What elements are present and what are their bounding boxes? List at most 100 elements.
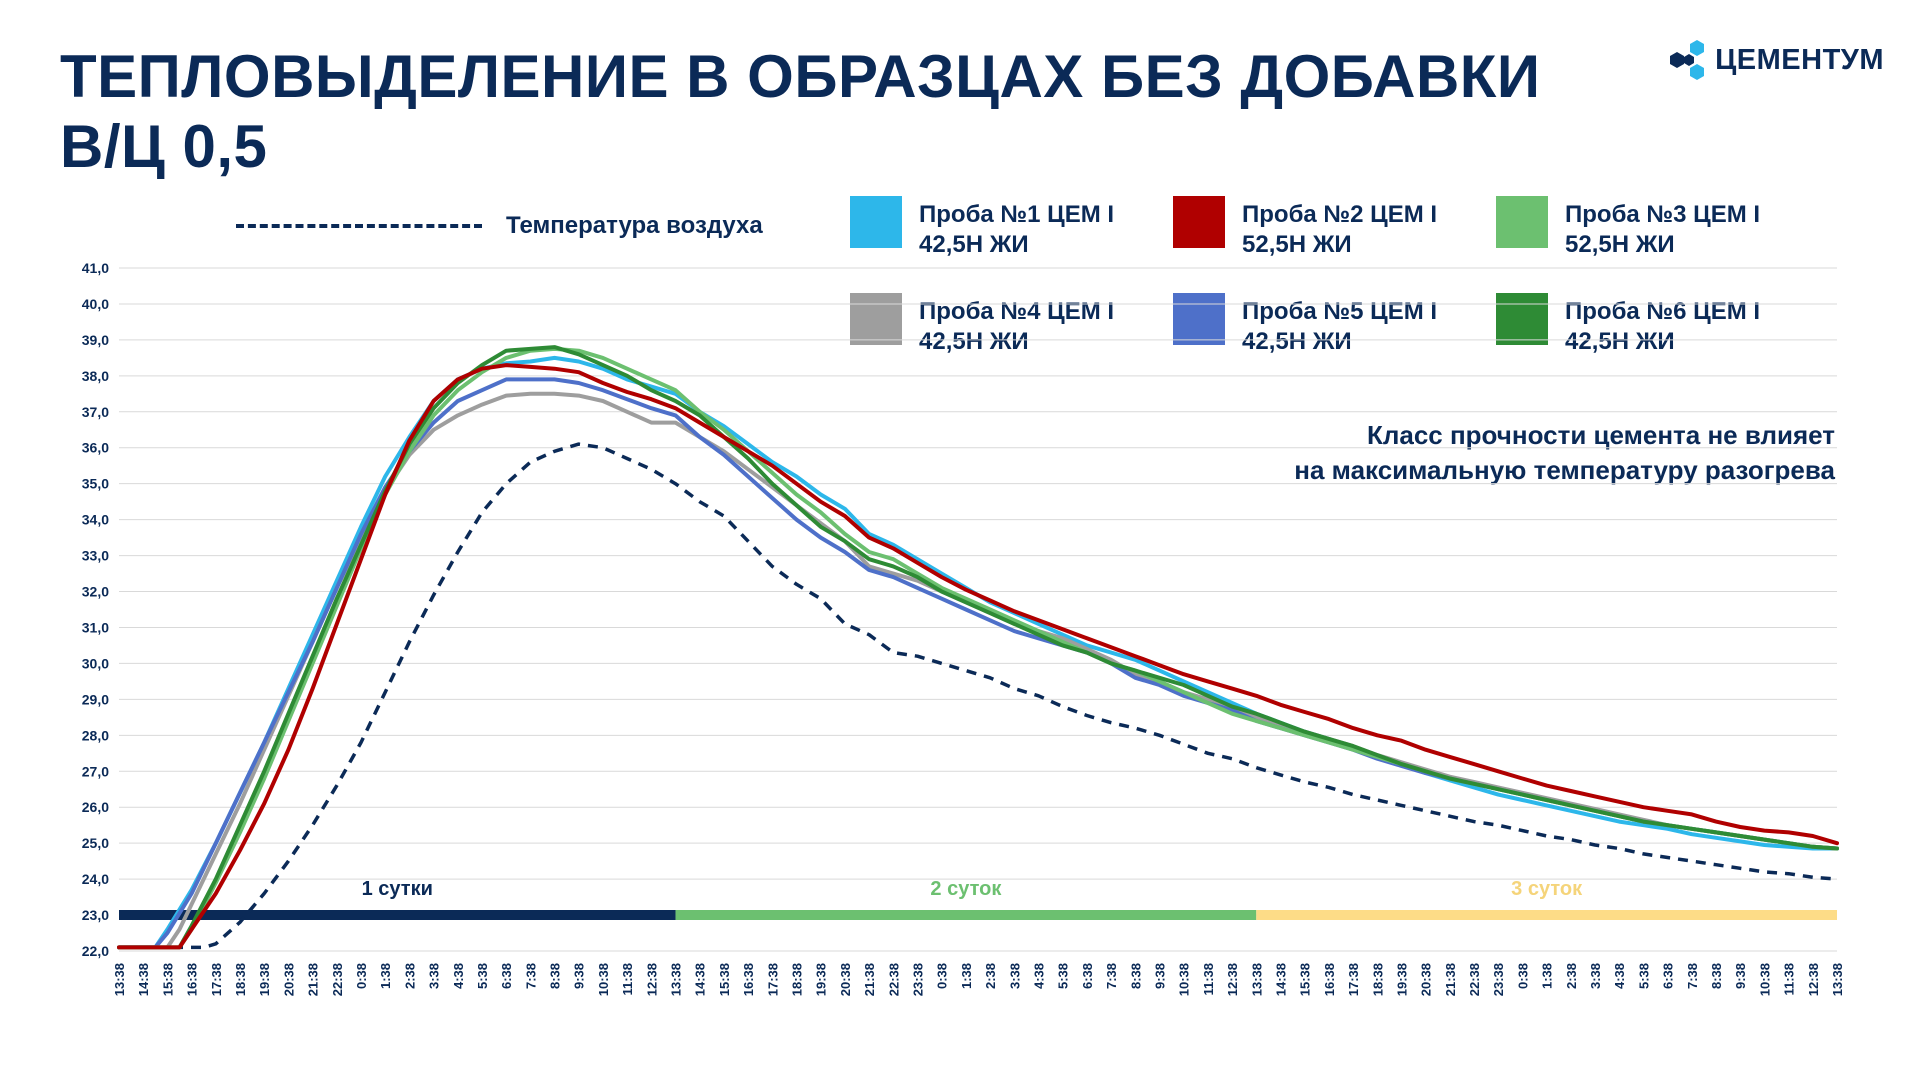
y-tick-label: 41,0: [82, 260, 109, 276]
legend-label-line1: Проба №3 ЦЕМ I: [1565, 201, 1761, 228]
x-tick-label: 21:38: [1443, 963, 1458, 996]
legend-swatch-sample-5: [1173, 293, 1225, 345]
y-tick-label: 22,0: [82, 943, 109, 959]
x-tick-label: 13:38: [669, 963, 684, 996]
legend-item-sample-3: Проба №3 ЦЕМ I 52,5Н ЖИ: [1496, 196, 1795, 260]
y-tick-label: 37,0: [82, 404, 109, 420]
legend-label-line2: 52,5Н ЖИ: [1242, 231, 1352, 258]
legend-swatch-sample-1: [850, 196, 902, 248]
x-tick-label: 2:38: [983, 963, 998, 989]
x-tick-label: 10:38: [596, 963, 611, 996]
x-tick-label: 10:38: [1757, 963, 1772, 996]
x-tick-label: 13:38: [1249, 963, 1264, 996]
x-tick-label: 9:38: [1152, 963, 1167, 989]
legend-air-temperature: Температура воздуха: [236, 212, 763, 240]
y-tick-label: 40,0: [82, 296, 109, 312]
x-tick-label: 20:38: [838, 963, 853, 996]
legend-item-sample-4: Проба №4 ЦЕМ I 42,5Н ЖИ: [850, 293, 1149, 357]
logo-text: ЦЕМЕНТУМ: [1715, 43, 1884, 76]
legend-label-sample-2: Проба №2 ЦЕМ I 52,5Н ЖИ: [1242, 196, 1472, 260]
y-tick-label: 32,0: [82, 584, 109, 600]
x-tick-label: 22:38: [1467, 963, 1482, 996]
legend-swatch-sample-6: [1496, 293, 1548, 345]
legend-swatch-sample-4: [850, 293, 902, 345]
x-tick-label: 21:38: [862, 963, 877, 996]
legend-item-sample-6: Проба №6 ЦЕМ I 42,5Н ЖИ: [1496, 293, 1795, 357]
period-label: 1 сутки: [362, 878, 433, 900]
x-tick-label: 3:38: [1588, 963, 1603, 989]
x-tick-label: 21:38: [306, 963, 321, 996]
period-label: 2 суток: [930, 878, 1002, 900]
legend-label-line1: Проба №6 ЦЕМ I: [1565, 298, 1761, 325]
annotation-line-2: на максимальную температуру разогрева: [1294, 455, 1835, 485]
y-tick-label: 35,0: [82, 476, 109, 492]
y-tick-label: 28,0: [82, 727, 109, 743]
legend-label-line1: Проба №1 ЦЕМ I: [919, 201, 1115, 228]
title-line-1: ТЕПЛОВЫДЕЛЕНИЕ В ОБРАЗЦАХ БЕЗ ДОБАВКИ: [60, 43, 1541, 110]
x-tick-label: 16:38: [185, 963, 200, 996]
x-tick-label: 16:38: [741, 963, 756, 996]
x-tick-label: 8:38: [1709, 963, 1724, 989]
legend-swatch-sample-3: [1496, 196, 1548, 248]
x-tick-label: 19:38: [814, 963, 829, 996]
x-tick-label: 22:38: [886, 963, 901, 996]
x-tick-label: 18:38: [1370, 963, 1385, 996]
y-tick-label: 23,0: [82, 907, 109, 923]
legend-label-line2: 42,5Н ЖИ: [1565, 328, 1675, 355]
x-tick-label: 9:38: [1733, 963, 1748, 989]
y-tick-label: 24,0: [82, 871, 109, 887]
x-tick-label: 10:38: [1177, 963, 1192, 996]
x-tick-label: 4:38: [451, 963, 466, 989]
x-tick-label: 12:38: [1806, 963, 1821, 996]
y-tick-label: 26,0: [82, 799, 109, 815]
series-line: [119, 442, 1838, 950]
legend-label-line2: 52,5Н ЖИ: [1565, 231, 1675, 258]
x-tick-label: 18:38: [233, 963, 248, 996]
x-tick-label: 11:38: [1782, 963, 1797, 996]
title-line-2: В/Ц 0,5: [60, 113, 268, 180]
x-tick-label: 1:38: [378, 963, 393, 989]
chart-annotation: Класс прочности цемента не влияет на мак…: [1294, 418, 1835, 488]
x-tick-label: 18:38: [790, 963, 805, 996]
legend-item-sample-2: Проба №2 ЦЕМ I 52,5Н ЖИ: [1173, 196, 1472, 260]
x-tick-label: 14:38: [136, 963, 151, 996]
y-tick-label: 38,0: [82, 368, 109, 384]
x-tick-label: 3:38: [427, 963, 442, 989]
x-tick-label: 17:38: [209, 963, 224, 996]
x-tick-label: 13:38: [112, 963, 127, 996]
x-tick-label: 6:38: [1080, 963, 1095, 989]
legend-label-line2: 42,5Н ЖИ: [1242, 328, 1352, 355]
period-label: 3 суток: [1511, 878, 1583, 900]
legend-label-sample-6: Проба №6 ЦЕМ I 42,5Н ЖИ: [1565, 293, 1795, 357]
y-tick-label: 30,0: [82, 655, 109, 671]
x-tick-label: 2:38: [402, 963, 417, 989]
x-tick-label: 11:38: [1201, 963, 1216, 996]
x-tick-label: 0:38: [935, 963, 950, 989]
x-tick-label: 5:38: [1636, 963, 1651, 989]
legend-label-sample-3: Проба №3 ЦЕМ I 52,5Н ЖИ: [1565, 196, 1795, 260]
y-tick-label: 36,0: [82, 440, 109, 456]
x-tick-label: 7:38: [523, 963, 538, 989]
x-tick-label: 8:38: [548, 963, 563, 989]
legend-air-label: Температура воздуха: [506, 212, 763, 239]
x-tick-label: 6:38: [499, 963, 514, 989]
y-tick-label: 39,0: [82, 332, 109, 348]
x-tick-label: 3:38: [1007, 963, 1022, 989]
legend-swatch-sample-2: [1173, 196, 1225, 248]
x-tick-label: 15:38: [717, 963, 732, 996]
x-tick-label: 6:38: [1661, 963, 1676, 989]
legend-label-line1: Проба №5 ЦЕМ I: [1242, 298, 1438, 325]
x-tick-label: 17:38: [765, 963, 780, 996]
x-tick-label: 11:38: [620, 963, 635, 996]
series-line: [117, 355, 1839, 950]
x-tick-label: 5:38: [1056, 963, 1071, 989]
x-tick-label: 4:38: [1031, 963, 1046, 989]
legend-label-sample-4: Проба №4 ЦЕМ I 42,5Н ЖИ: [919, 293, 1149, 357]
x-tick-label: 20:38: [281, 963, 296, 996]
x-tick-label: 19:38: [1394, 963, 1409, 996]
legend-dashed-line: [236, 224, 482, 228]
x-tick-label: 20:38: [1419, 963, 1434, 996]
x-tick-label: 0:38: [1515, 963, 1530, 989]
x-tick-label: 7:38: [1685, 963, 1700, 989]
